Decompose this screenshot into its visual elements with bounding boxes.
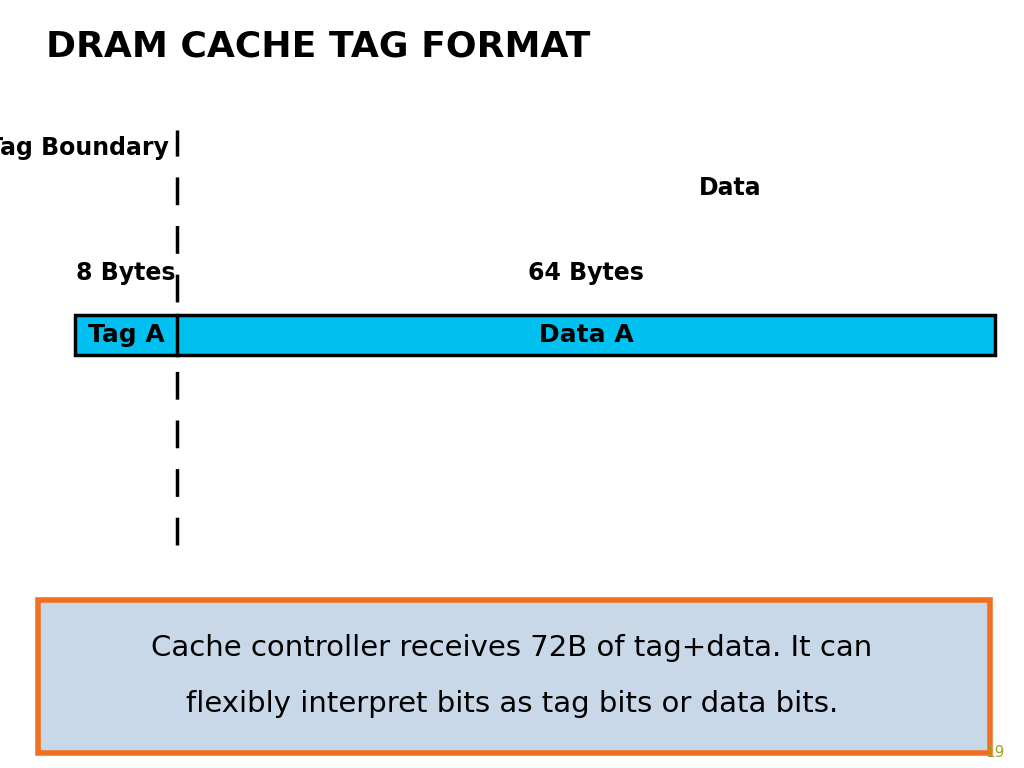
Bar <box>75 315 995 355</box>
Text: Tag Boundary: Tag Boundary <box>0 136 169 160</box>
Bar <box>38 600 990 753</box>
Text: Data A: Data A <box>539 323 634 347</box>
Text: Tag A: Tag A <box>88 323 165 347</box>
Text: 19: 19 <box>986 745 1005 760</box>
Text: 8 Bytes: 8 Bytes <box>77 261 176 285</box>
Text: Data: Data <box>698 176 761 200</box>
Text: 64 Bytes: 64 Bytes <box>528 261 644 285</box>
Text: Cache controller receives 72B of tag+data. It can: Cache controller receives 72B of tag+dat… <box>152 634 872 663</box>
Text: flexibly interpret bits as tag bits or data bits.: flexibly interpret bits as tag bits or d… <box>186 690 838 719</box>
Text: DRAM CACHE TAG FORMAT: DRAM CACHE TAG FORMAT <box>46 30 591 64</box>
